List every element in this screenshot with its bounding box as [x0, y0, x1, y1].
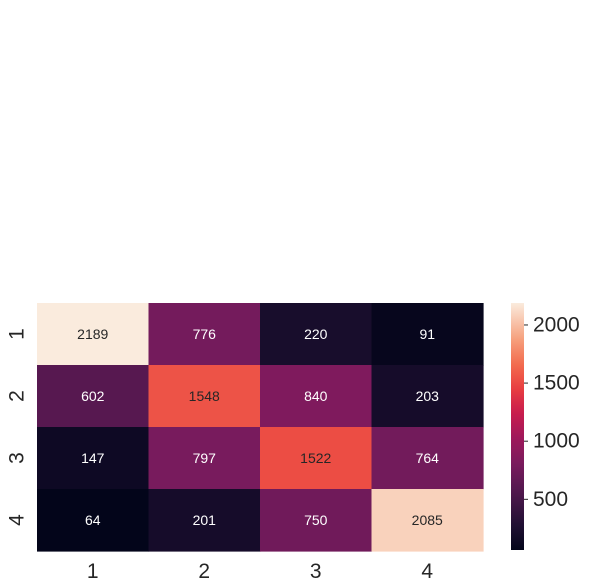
heatmap-cell-value: 602 — [81, 388, 105, 404]
heatmap-cell-value: 840 — [304, 388, 328, 404]
heatmap-cell-value: 91 — [419, 326, 435, 342]
x-tick-label: 3 — [310, 560, 322, 583]
colorbar-gradient — [511, 303, 524, 550]
colorbar: 500 1000 1500 2000 — [511, 303, 580, 550]
heatmap-cell — [260, 303, 373, 366]
heatmap-cell-value: 203 — [416, 388, 440, 404]
colorbar-tick-label: 1500 — [533, 372, 580, 395]
x-tick-label: 1 — [87, 560, 99, 583]
heatmap-cell-value: 797 — [193, 450, 217, 466]
heatmap-cell-value: 1522 — [300, 450, 331, 466]
colorbar-tick-label: 2000 — [533, 313, 580, 336]
colorbar-tick-label: 1000 — [533, 430, 580, 453]
heatmap-cell — [37, 303, 150, 366]
heatmap-cell — [371, 303, 484, 366]
heatmap-cell-value: 220 — [304, 326, 328, 342]
colorbar-ticks: 500 1000 1500 2000 — [524, 313, 580, 511]
colorbar-tick-label: 500 — [533, 488, 568, 511]
heatmap-cell — [371, 427, 484, 490]
y-tick-label: 4 — [6, 514, 29, 526]
heatmap-cell-value: 764 — [416, 450, 440, 466]
y-tick-label: 2 — [6, 390, 29, 402]
heatmap-cell — [371, 489, 484, 552]
heatmap-cell-value: 750 — [304, 512, 328, 528]
heatmap-cell-value: 201 — [193, 512, 217, 528]
y-tick-label: 3 — [6, 452, 29, 464]
x-axis-ticks: 1 2 3 4 — [87, 560, 434, 583]
heatmap-cell — [148, 303, 261, 366]
x-tick-label: 2 — [198, 560, 210, 583]
heatmap-cell — [260, 489, 373, 552]
heatmap-cell — [37, 427, 150, 490]
y-axis-ticks: 1 2 3 4 — [6, 328, 29, 526]
heatmap-cell-value: 776 — [193, 326, 217, 342]
heatmap-cell-value: 2085 — [412, 512, 443, 528]
heatmap-cell-value: 2189 — [77, 326, 108, 342]
heatmap-cell-value: 147 — [81, 450, 105, 466]
heatmap-cells — [37, 303, 484, 552]
y-tick-label: 1 — [6, 328, 29, 340]
heatmap-cell — [37, 489, 150, 552]
heatmap-cell — [260, 427, 373, 490]
heatmap-cell-labels: 2189 776 220 91 602 1548 840 203 147 797 1522 764 64… — [77, 326, 443, 528]
x-tick-label: 4 — [421, 560, 433, 583]
heatmap-cell — [371, 365, 484, 428]
heatmap-cell — [37, 365, 150, 428]
heatmap-cell — [148, 427, 261, 490]
heatmap-cell — [148, 489, 261, 552]
heatmap-cell — [260, 365, 373, 428]
heatmap-cell-value: 1548 — [189, 388, 220, 404]
heatmap-cell-value: 64 — [85, 512, 101, 528]
heatmap-cell — [148, 365, 261, 428]
